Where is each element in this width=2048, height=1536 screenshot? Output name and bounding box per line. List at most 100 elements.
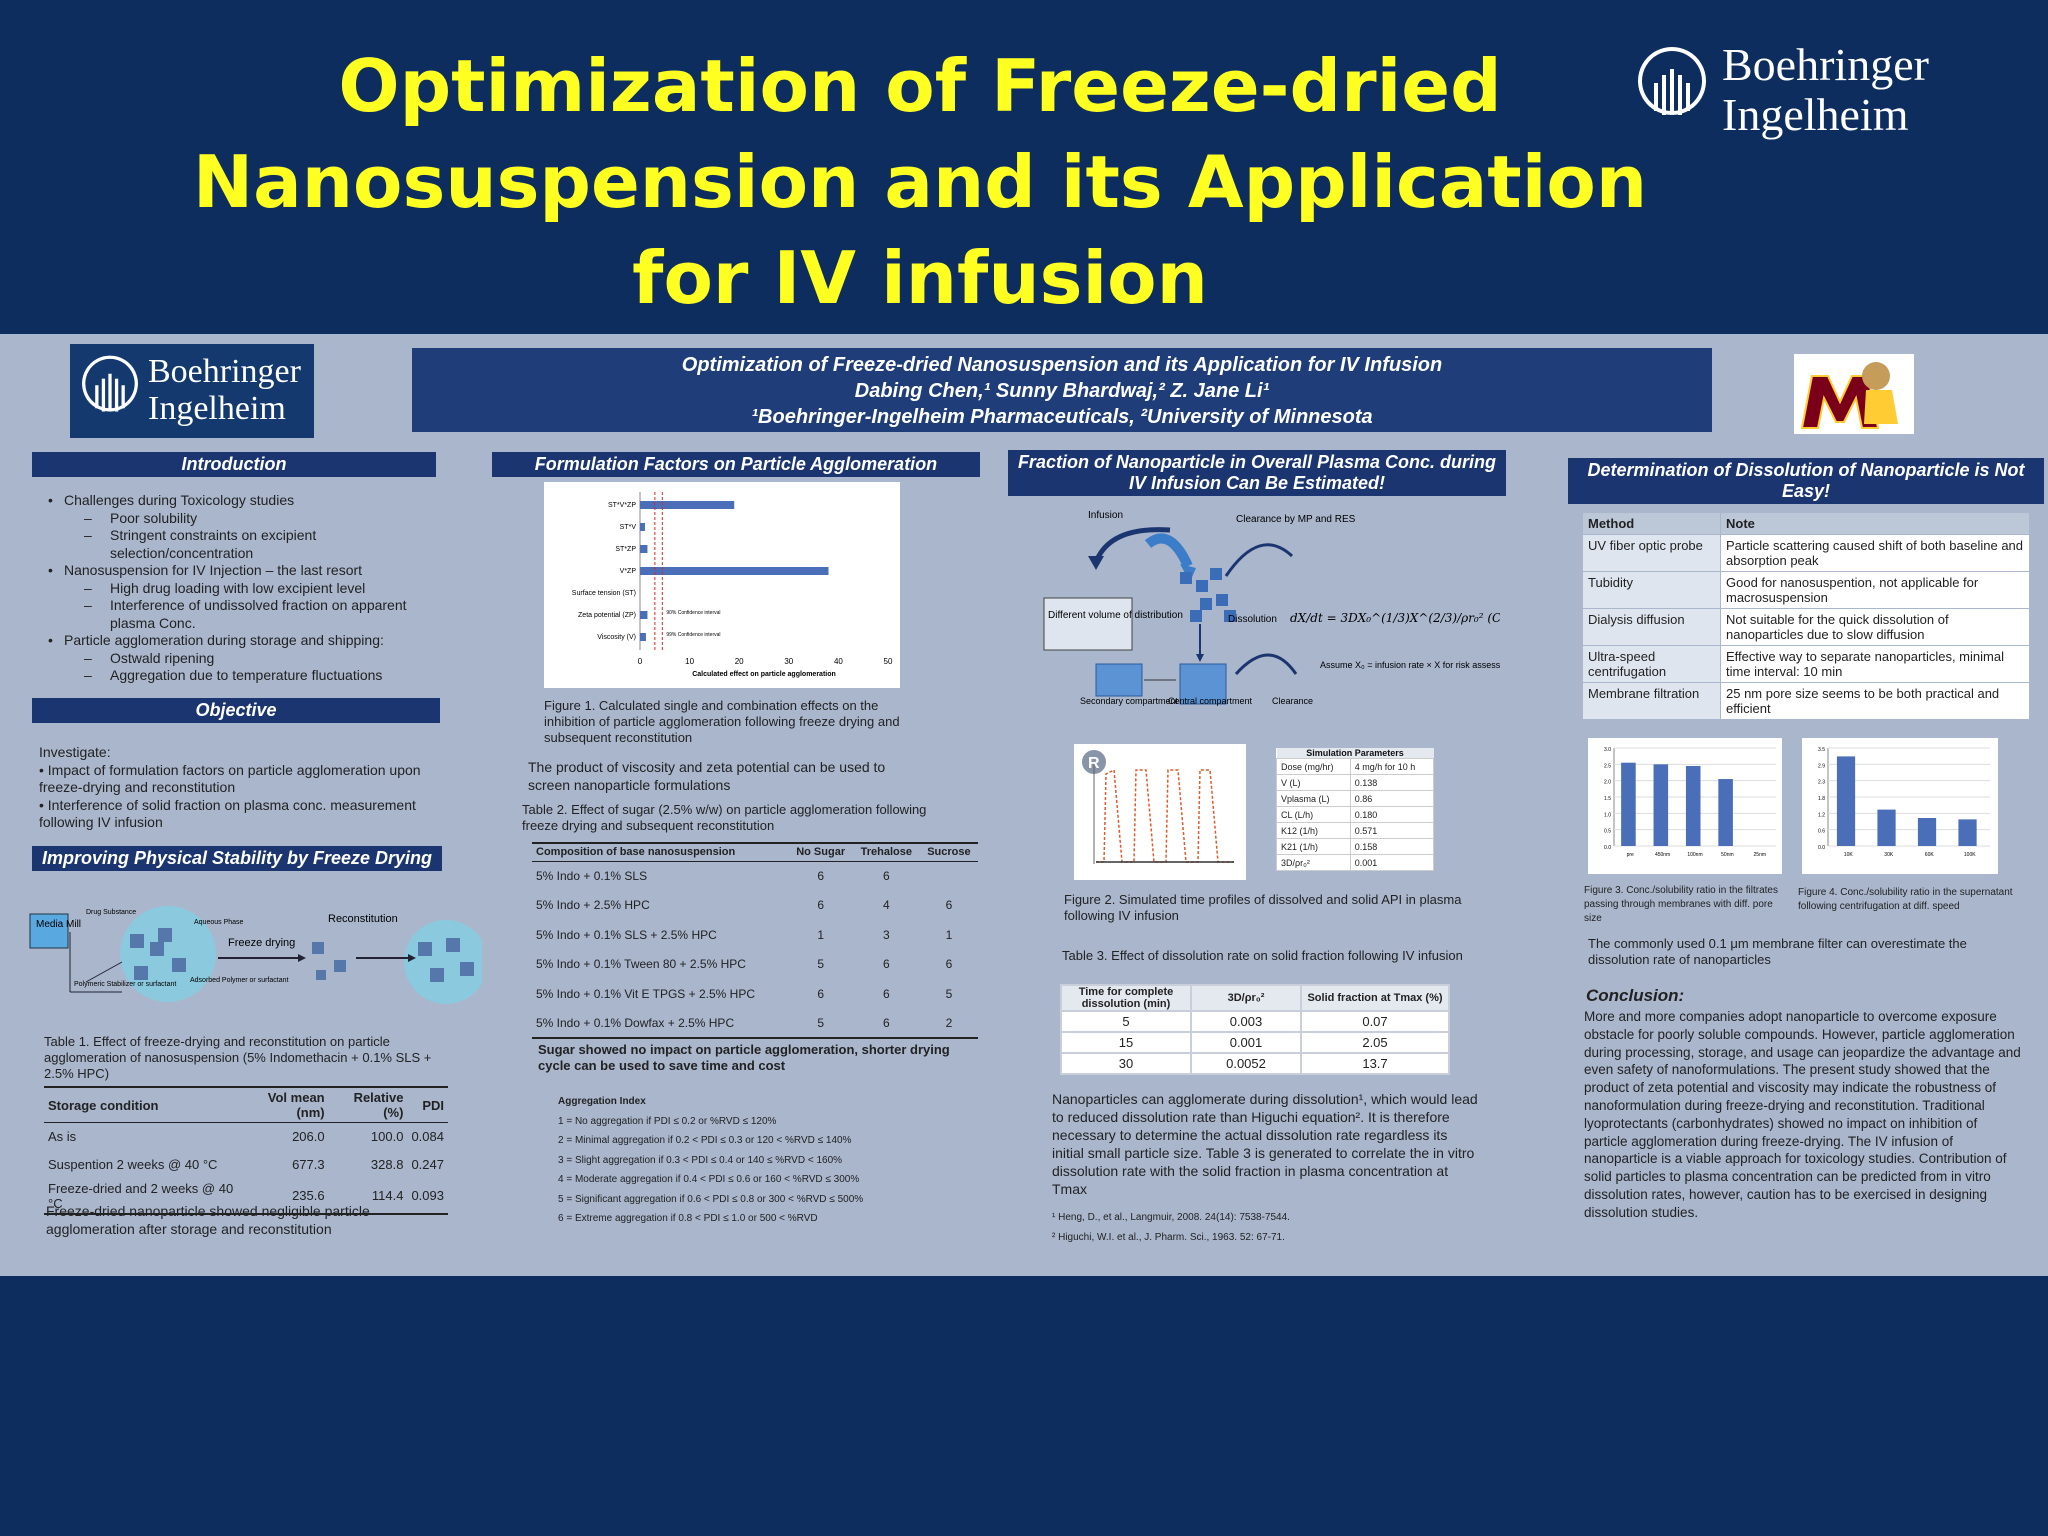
table-cell: 6 [945, 898, 953, 913]
aggregation-index: Aggregation Index 1 = No aggregation if … [558, 1092, 978, 1229]
r-logo-icon: R [1088, 755, 1100, 772]
table-header: Composition of base nanosuspension [536, 846, 736, 859]
table-cell: 5% Indo + 0.1% SLS + 2.5% HPC [536, 927, 717, 942]
objective-line: • Interference of solid fraction on plas… [39, 796, 416, 831]
aggregation-line: 6 = Extreme aggregation if 0.8 < PDI ≤ 1… [558, 1213, 818, 1224]
table-header: No Sugar [796, 846, 846, 859]
reference-1: ¹ Heng, D., et al., Langmuir, 2008. 24(1… [1052, 1212, 1290, 1223]
table-cell: 0.138 [1349, 774, 1435, 791]
annotation: 99% Confidence interval [666, 632, 720, 638]
table-cell: 1 [817, 927, 824, 942]
table-cell: V (L) [1276, 774, 1351, 791]
objective-heading: Objective [32, 698, 440, 723]
introduction-heading: Introduction [32, 452, 436, 477]
table-cell: 0.86 [1349, 790, 1435, 807]
media-mill-label: Media Mill [36, 919, 81, 930]
drug-substance-label: Drug Substance [86, 909, 136, 916]
introduction-item: Poor solubility [34, 510, 438, 528]
table-row: Tubidity Good for nanosuspention, not app… [1582, 571, 2030, 609]
category-label: ST*V*ZP [608, 502, 636, 509]
x-tick-label: 100nm [1687, 852, 1702, 858]
table-cell: 328.8 [370, 1157, 404, 1172]
pk-model-diagram: Infusion Clearance by MP and RES Differe… [1040, 506, 1555, 706]
category-label: ST*V [620, 524, 637, 531]
y-tick-label: 0.0 [1818, 845, 1825, 851]
boehringer-emblem-icon [1638, 46, 1706, 115]
table-cell: 3D/ρr₀² [1276, 854, 1351, 871]
polymer-label: Polymeric Stabilizer or surfactant [74, 981, 176, 988]
y-tick-label: 2.3 [1818, 780, 1825, 786]
poster-logo-line-2: Ingelheim [148, 390, 286, 427]
aggregation-heading: Aggregation Index [558, 1096, 646, 1107]
bar [1877, 809, 1896, 846]
table-cell: K12 (1/h) [1276, 822, 1351, 839]
table-cell: 5 [817, 1015, 824, 1030]
objective-line: • Impact of formulation factors on parti… [39, 761, 421, 796]
bar [1836, 756, 1856, 846]
table-row: 30 0.0052 13.7 [1060, 1052, 1450, 1075]
x-tick-label: 0 [638, 657, 643, 666]
table-cell: K21 (1/h) [1276, 838, 1351, 855]
bar [640, 501, 735, 509]
table-cell: 5% Indo + 0.1% Dowfax + 2.5% HPC [536, 1015, 735, 1030]
table-header: Method [1582, 512, 1721, 535]
table-cell: 206.0 [292, 1129, 325, 1145]
table-cell: 5% Indo + 2.5% HPC [536, 898, 650, 913]
table-cell: 2.05 [1300, 1031, 1450, 1054]
table-cell: 0.001 [1190, 1031, 1302, 1054]
assume-label: Assume X₀ = infusion rate × X for risk a… [1320, 660, 1500, 670]
introduction-item: Challenges during Toxicology studies [34, 492, 438, 510]
table2: Composition of base nanosuspension No Su… [532, 842, 978, 1039]
freeze-drying-diagram: Media Mill Drug Substance Aqueous Phase … [26, 902, 488, 1006]
figure3-caption: Figure 3. Conc./solubility ratio in the … [1584, 885, 1778, 924]
figure4-chart: 0.0 0.6 1.2 1.8 2.3 2.9 3.5 10K 30K 60K 100K [1802, 738, 1998, 874]
table-cell: 114.4 [371, 1188, 404, 1203]
category-label: Surface tension (ST) [572, 590, 636, 597]
table-cell: 0.07 [1300, 1010, 1450, 1033]
poster-header-title: Optimization of Freeze-dried Nanosuspens… [681, 354, 1443, 376]
aggregation-line: 2 = Minimal aggregation if 0.2 < PDI ≤ 0… [558, 1135, 852, 1146]
table-cell: 2 [945, 1015, 953, 1030]
aggregation-line: 4 = Moderate aggregation if 0.4 < PDI ≤ … [558, 1174, 860, 1185]
aggregation-line: 1 = No aggregation if PDI ≤ 0.2 or %RVD … [558, 1115, 777, 1127]
table-cell: 3 [883, 927, 890, 942]
y-tick-label: 1.5 [1604, 796, 1611, 802]
table-row: Dose (mg/hr) 4 mg/h for 10 h [1276, 758, 1435, 775]
figure2-caption: Figure 2. Simulated time profiles of dis… [1064, 892, 1462, 923]
conclusion-heading: Conclusion: [1586, 986, 1685, 1005]
y-tick-label: 0.5 [1604, 829, 1611, 835]
table-row: 15 0.001 2.05 [1060, 1031, 1450, 1054]
table-cell: Not suitable for the quick dissolution o… [1720, 608, 2030, 646]
filter-note: The commonly used 0.1 μm membrane filter… [1588, 936, 1967, 967]
table-header: 3D/ρr₀² [1190, 984, 1302, 1012]
infusion-label: Infusion [1088, 510, 1123, 521]
table-cell: 0.180 [1349, 806, 1435, 823]
x-tick-label: 100K [1964, 852, 1976, 858]
poster-header: Optimization of Freeze-dried Nanosuspens… [412, 348, 1712, 432]
table-row: 3D/ρr₀² 0.001 [1276, 854, 1435, 871]
table-cell: 0.003 [1190, 1010, 1302, 1033]
table-row: 5% Indo + 0.1% Tween 80 + 2.5% HPC 5 6 6 [532, 950, 978, 980]
table-cell: 6 [945, 957, 953, 972]
bar [1621, 762, 1636, 846]
conclusion-body: More and more companies adopt nanopartic… [1584, 1009, 2021, 1220]
category-label: V*ZP [620, 568, 637, 575]
table-cell: Dose (mg/hr) [1276, 758, 1351, 775]
table-row: 5% Indo + 0.1% Vit E TPGS + 2.5% HPC 6 6 5 [532, 979, 978, 1009]
table-header: Sucrose [927, 846, 971, 859]
table-cell: Freeze-dried and 2 weeks @ 40 °C [48, 1180, 234, 1211]
boehringer-emblem-icon [82, 355, 138, 412]
table-cell: 5% Indo + 0.1% SLS [536, 869, 648, 883]
dissolution-equation: dX/dt = 3DX₀^(1/3)X^(2/3)/ρr₀² (Cs − X/V… [1290, 611, 1500, 625]
table-cell: 6 [883, 986, 890, 1001]
figure3-chart: 0.0 0.5 1.0 1.5 2.0 2.5 3.0 pre 450nm 100nm 50nm 25… [1588, 738, 1782, 874]
table-cell: 5% Indo + 0.1% Vit E TPGS + 2.5% HPC [536, 986, 756, 1001]
table-row: Ultra-speed centrifugation Effective way … [1582, 645, 2030, 683]
method-table: Method Note UV fiber optic probe Particle s… [1582, 512, 2030, 720]
table1: Storage condition Vol mean (nm) Relative… [44, 1086, 448, 1215]
clearance-label: Clearance [1272, 696, 1313, 706]
table-cell: UV fiber optic probe [1582, 534, 1721, 572]
y-tick-label: 2.0 [1604, 780, 1611, 786]
poster-boehringer-logo: Boehringer Ingelheim [70, 344, 314, 438]
table-header-row: Method Note [1582, 512, 2030, 535]
